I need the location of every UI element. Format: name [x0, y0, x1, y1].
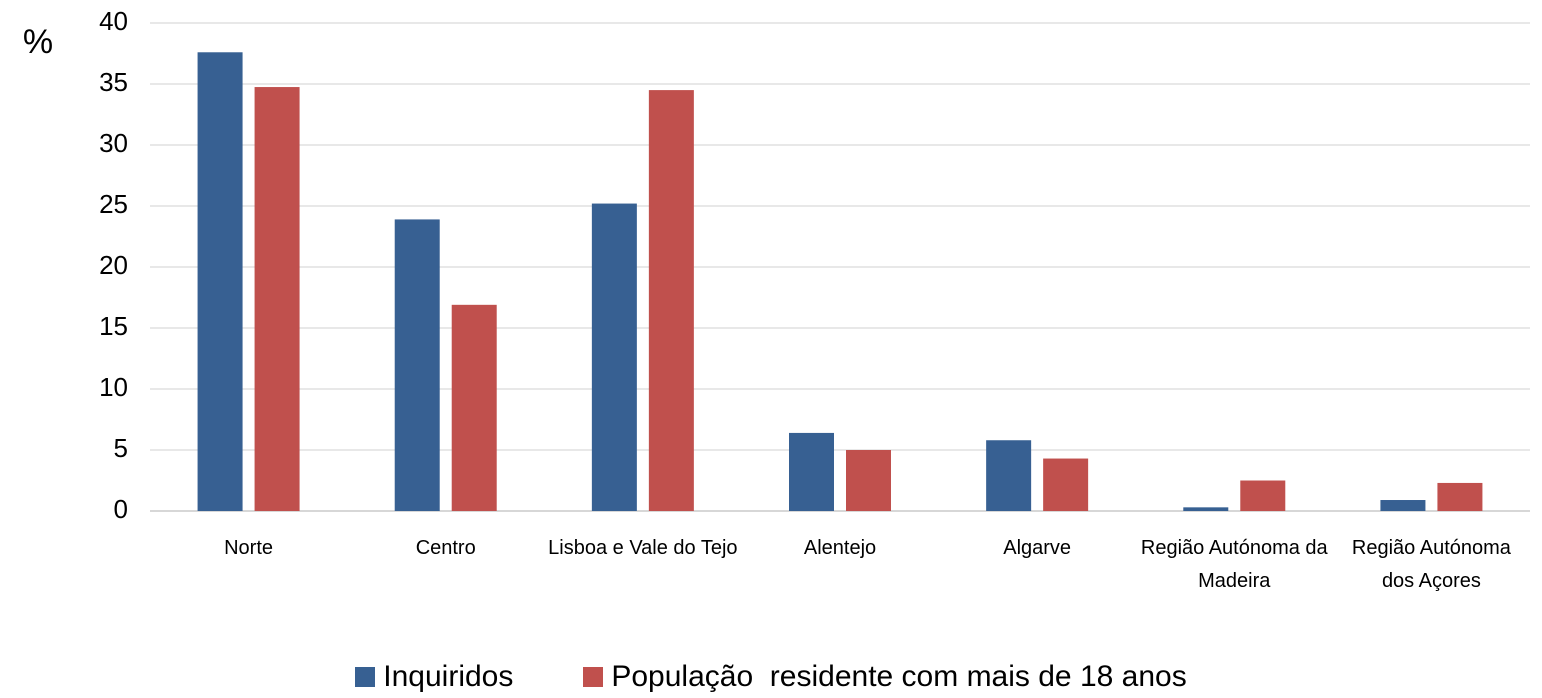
bar	[1437, 482, 1483, 511]
legend-swatch	[355, 667, 376, 687]
bar	[986, 440, 1032, 511]
bar	[394, 219, 440, 512]
x-tick-label: Alentejo	[803, 537, 877, 559]
legend-label: Inquiridos	[383, 660, 514, 693]
bar	[1380, 500, 1426, 511]
bar	[1183, 507, 1229, 511]
y-axis-label: %	[23, 23, 53, 61]
legend-item: Inquiridos	[355, 660, 513, 694]
bar	[451, 304, 497, 511]
x-tick-label: Algarve	[1003, 537, 1072, 559]
y-tick-label: 5	[114, 433, 128, 463]
legend-label: População residente com mais de 18 anos	[611, 660, 1187, 693]
bar	[846, 450, 891, 511]
y-tick-label: 35	[99, 67, 128, 97]
y-tick-label: 0	[114, 494, 128, 524]
x-tick-label: Norte	[224, 537, 274, 559]
y-tick-label: 25	[99, 189, 128, 219]
bar	[254, 87, 300, 512]
x-tick-label: Região Autónoma dos Açores	[1351, 537, 1511, 592]
y-tick-label: 15	[99, 311, 128, 341]
bar	[1240, 480, 1286, 511]
y-tick-label: 30	[99, 128, 128, 158]
x-tick-label: Lisboa e Vale do Tejo	[548, 537, 738, 559]
legend-item: População residente com mais de 18 anos	[583, 660, 1187, 694]
x-tick-label: Centro	[415, 537, 476, 559]
y-tick-label: 10	[99, 372, 128, 402]
y-tick-label: 40	[99, 6, 128, 36]
bar	[197, 52, 243, 511]
y-tick-label: 20	[99, 250, 128, 280]
bar	[1043, 458, 1089, 511]
bar	[648, 90, 694, 511]
legend-swatch	[583, 667, 604, 687]
x-tick-label: Região Autónoma da Madeira	[1140, 537, 1328, 592]
legend: Inquiridos População residente com mais d…	[0, 660, 1542, 694]
bar	[789, 432, 834, 511]
bar	[591, 203, 637, 511]
